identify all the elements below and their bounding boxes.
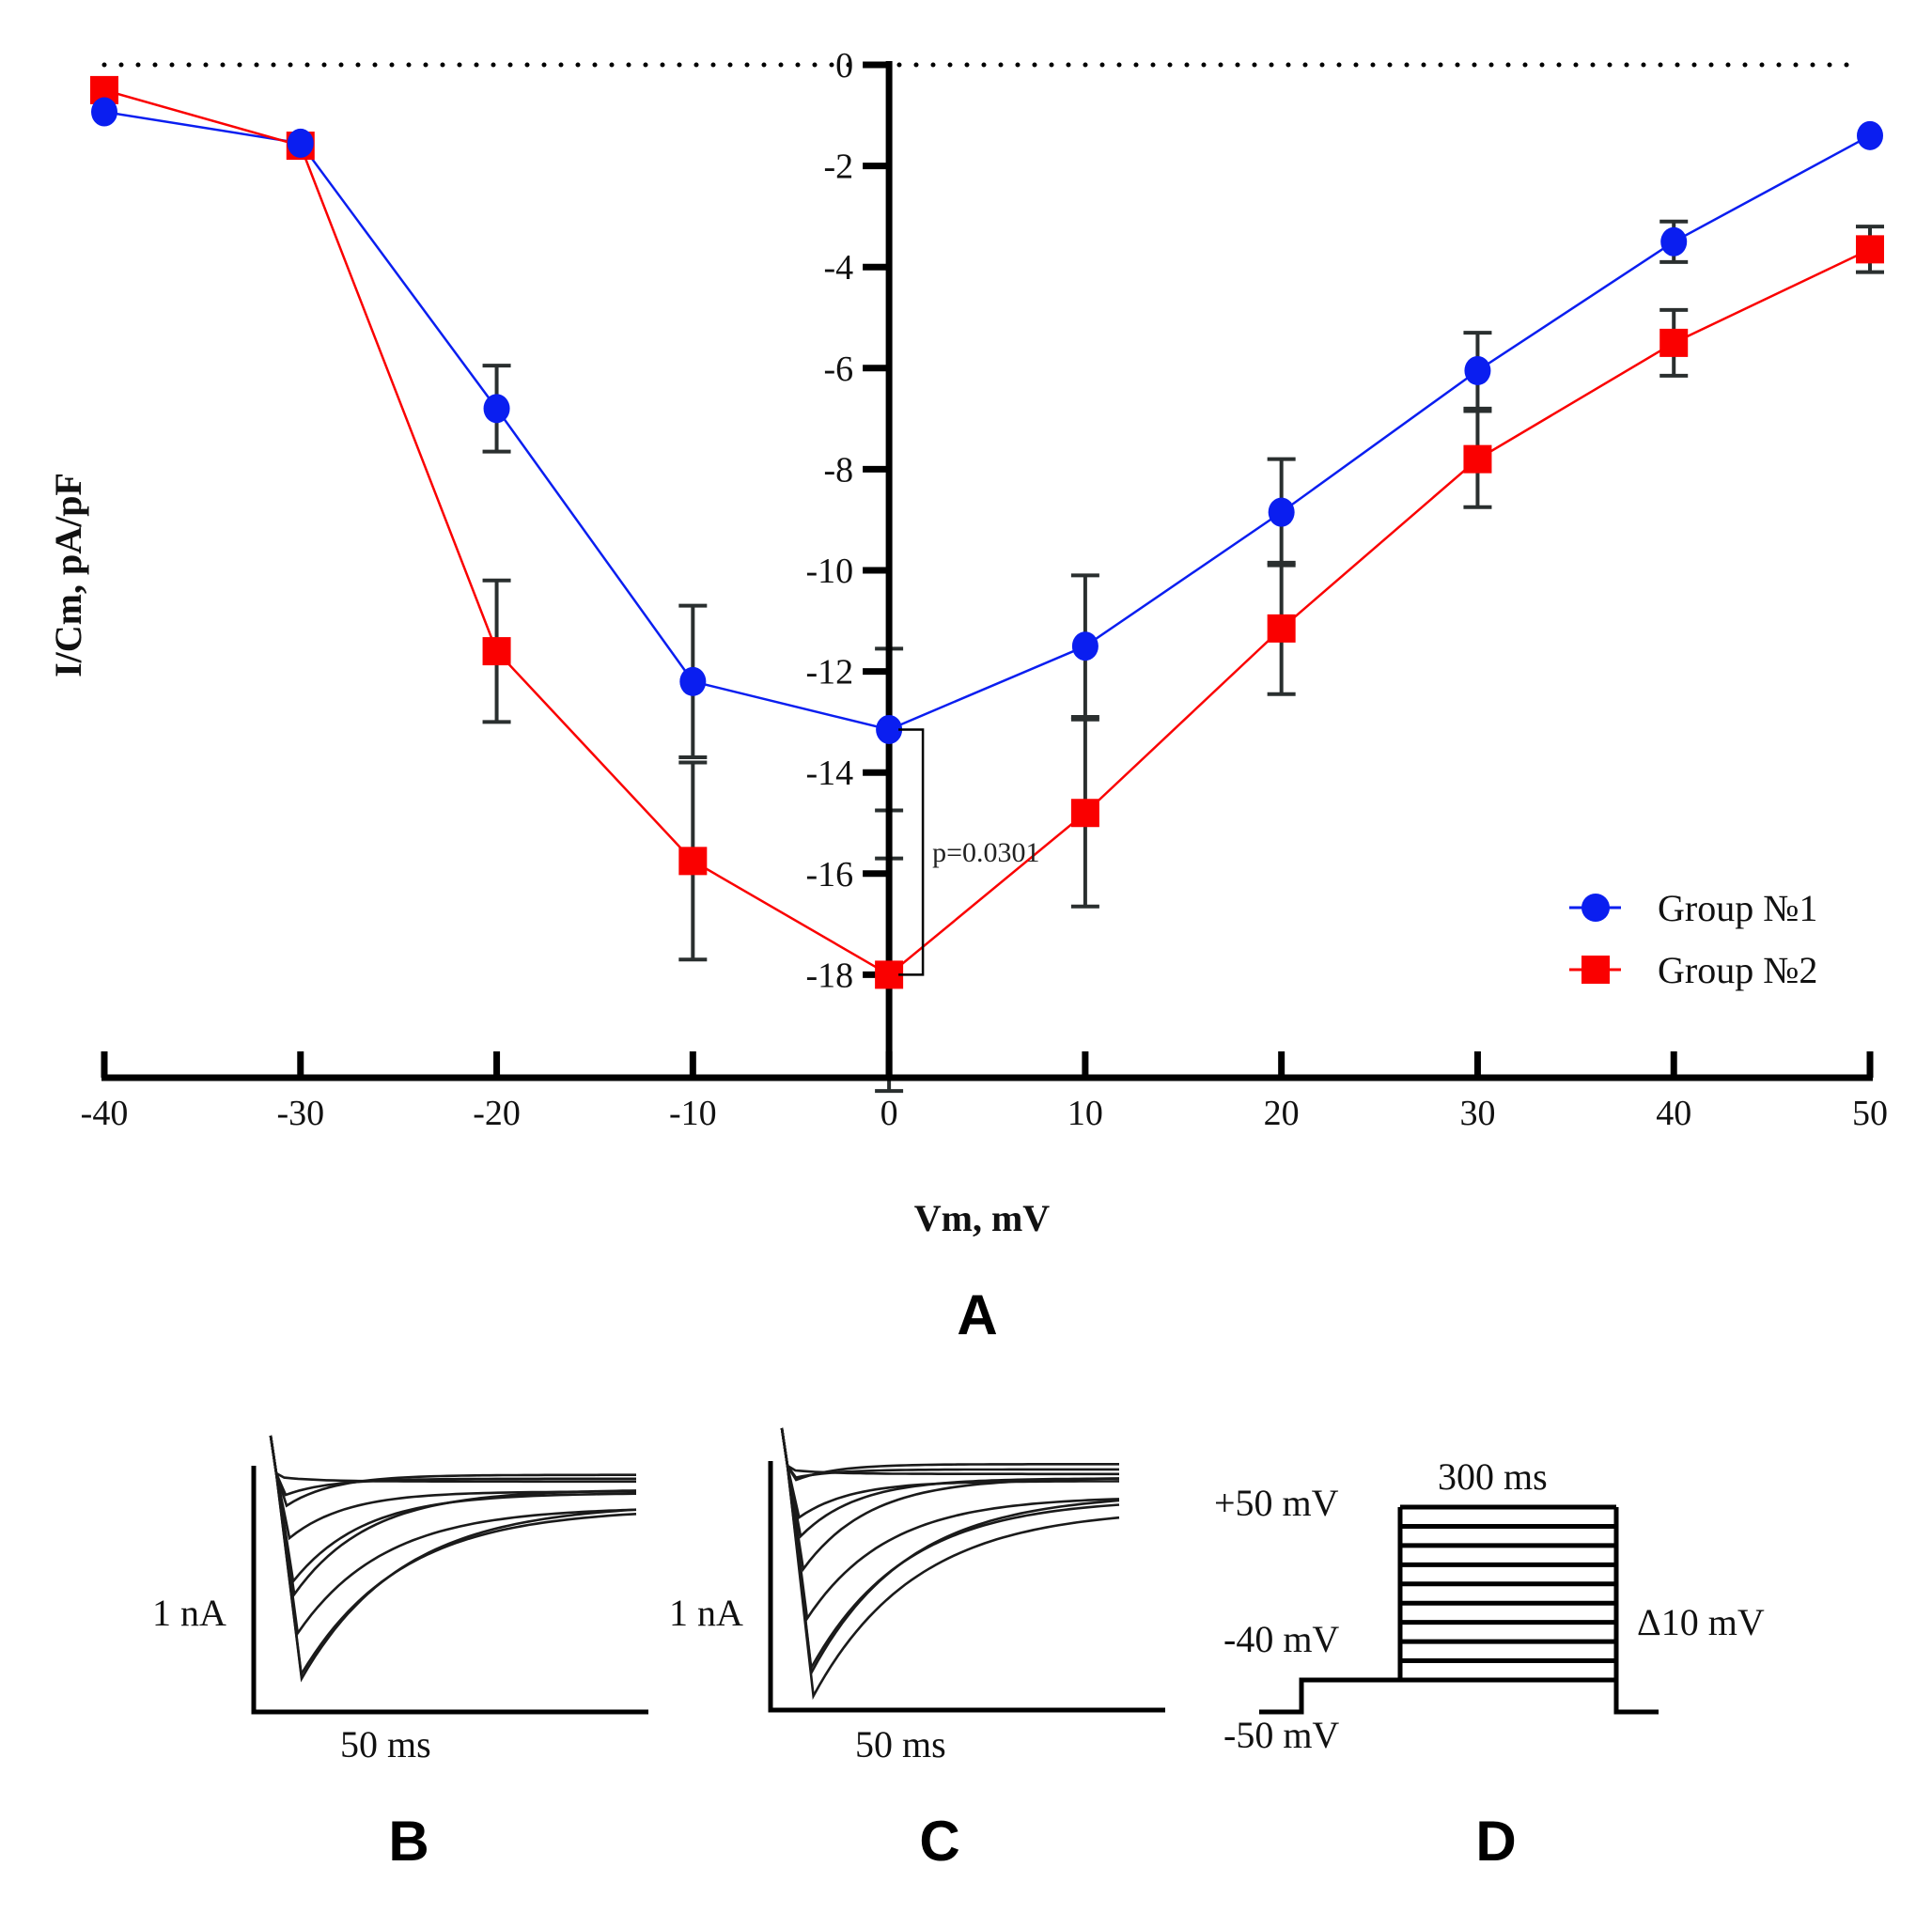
- panel-c-current-traces: 1 nA 50 ms C: [669, 1427, 1165, 1873]
- current-trace: [780, 1427, 1120, 1623]
- current-trace: [780, 1427, 1119, 1482]
- x-tick-label: -20: [473, 1094, 521, 1133]
- data-point-group-1: [483, 394, 510, 424]
- current-trace: [269, 1435, 637, 1637]
- scale-bar-x-label: 50 ms: [855, 1723, 946, 1765]
- data-point-group-1: [287, 128, 314, 158]
- label-minus-40-mv: -40 mV: [1223, 1618, 1339, 1660]
- x-tick-label: -10: [669, 1094, 717, 1133]
- y-tick-label: -4: [823, 248, 853, 288]
- current-trace: [780, 1427, 1120, 1672]
- panel-label-c: C: [919, 1810, 959, 1873]
- current-trace: [780, 1427, 1120, 1701]
- data-point-group-2: [678, 847, 708, 876]
- x-tick-label: 50: [1852, 1094, 1888, 1133]
- scale-bar: [768, 1461, 1165, 1713]
- circle-marker-icon: [1581, 894, 1610, 922]
- current-traces: [780, 1427, 1120, 1701]
- scale-bar-x-label: 50 ms: [340, 1723, 431, 1765]
- label-plus-50-mv: +50 mV: [1214, 1482, 1339, 1524]
- x-tick-label: 0: [880, 1094, 898, 1133]
- scale-bar-y-label: 1 nA: [152, 1592, 226, 1634]
- data-point-group-1: [876, 714, 903, 744]
- data-point-group-1: [1464, 355, 1491, 385]
- data-point-group-2: [1659, 328, 1689, 357]
- x-axis-title: Vm, mV: [914, 1197, 1051, 1239]
- current-trace: [269, 1435, 636, 1541]
- panel-d-voltage-protocol: +50 mV -40 mV -50 mV 300 ms Δ10 mV D: [1214, 1455, 1765, 1873]
- label-step-increment: Δ10 mV: [1637, 1601, 1765, 1643]
- current-trace: [269, 1435, 636, 1497]
- y-tick-label: -16: [805, 855, 853, 894]
- panel-label-a: A: [957, 1283, 997, 1346]
- scale-bar-y-label: 1 nA: [669, 1592, 743, 1634]
- x-tick-label: -40: [81, 1094, 129, 1133]
- data-point-group-1: [1071, 631, 1098, 661]
- data-point-group-1: [1857, 120, 1883, 150]
- panel-b-current-traces: 1 nA 50 ms B: [152, 1435, 648, 1873]
- y-axis-ticks: 0 -2 -4 -6 -8 -10 -12 -14 -16 -18: [805, 46, 890, 995]
- series-line-group-2: [103, 88, 1871, 976]
- step-offset-line: [1613, 1507, 1659, 1715]
- data-point-group-1: [1660, 226, 1688, 257]
- significance-bracket: [898, 728, 925, 976]
- series-layer: [103, 88, 1884, 1094]
- square-marker-icon: [1581, 956, 1610, 984]
- current-trace: [269, 1435, 637, 1598]
- x-tick-label: 10: [1067, 1094, 1103, 1133]
- label-duration: 300 ms: [1438, 1455, 1548, 1498]
- x-axis-ticks: -40 -30 -20 -10 0 10 20 30 40 50: [81, 1051, 1888, 1133]
- panel-label-d: D: [1475, 1810, 1516, 1873]
- y-axis-title: I/Cm, pA/pF: [47, 473, 89, 677]
- data-point-group-1: [679, 666, 707, 696]
- y-tick-label: -12: [805, 653, 853, 692]
- step-protocol-lines: [1259, 1504, 1659, 1715]
- legend: Group №1 Group №2: [1569, 887, 1817, 991]
- data-point-group-1: [1268, 497, 1295, 527]
- label-minus-50-mv: -50 mV: [1223, 1714, 1339, 1756]
- series-line-group-1: [103, 110, 1871, 731]
- holding-prestep-line: [1259, 1677, 1400, 1715]
- y-tick-label: -8: [823, 450, 853, 490]
- current-trace: [269, 1435, 637, 1678]
- x-tick-label: -30: [276, 1094, 324, 1133]
- current-trace: [269, 1435, 637, 1683]
- panel-label-b: B: [388, 1810, 428, 1873]
- legend-label: Group №1: [1658, 887, 1817, 929]
- current-traces: [269, 1435, 637, 1683]
- markers-layer: [90, 75, 1884, 989]
- current-trace: [780, 1427, 1119, 1476]
- legend-item-group-1: Group №1: [1569, 887, 1817, 929]
- legend-label: Group №2: [1658, 949, 1817, 991]
- data-point-group-2: [482, 637, 511, 666]
- y-tick-label: -6: [823, 350, 853, 389]
- data-point-group-2: [1070, 799, 1099, 828]
- data-point-group-2: [1856, 235, 1884, 264]
- y-tick-label: -14: [805, 754, 853, 793]
- legend-item-group-2: Group №2: [1569, 949, 1817, 991]
- data-point-group-2: [1463, 444, 1492, 474]
- current-trace: [269, 1435, 636, 1508]
- data-point-group-2: [1267, 614, 1296, 643]
- current-trace: [269, 1435, 636, 1484]
- y-tick-label: -10: [805, 552, 853, 591]
- panel-a-iv-chart: -40 -30 -20 -10 0 10 20 30 40 50 0 -2 -4 -6 -8 -10 -12 -…: [47, 46, 1888, 1346]
- y-tick-label: 0: [835, 46, 853, 86]
- bracket-line: [898, 728, 925, 976]
- current-trace: [780, 1427, 1120, 1677]
- x-tick-label: 20: [1264, 1094, 1300, 1133]
- current-trace: [780, 1427, 1119, 1573]
- x-tick-label: 40: [1656, 1094, 1691, 1133]
- scale-bar: [251, 1466, 648, 1715]
- y-tick-label: -18: [805, 956, 853, 995]
- data-point-group-1: [91, 97, 117, 127]
- y-tick-label: -2: [823, 148, 853, 187]
- current-trace: [780, 1427, 1119, 1479]
- x-tick-label: 30: [1459, 1094, 1495, 1133]
- p-value-annotation: p=0.0301: [932, 837, 1039, 868]
